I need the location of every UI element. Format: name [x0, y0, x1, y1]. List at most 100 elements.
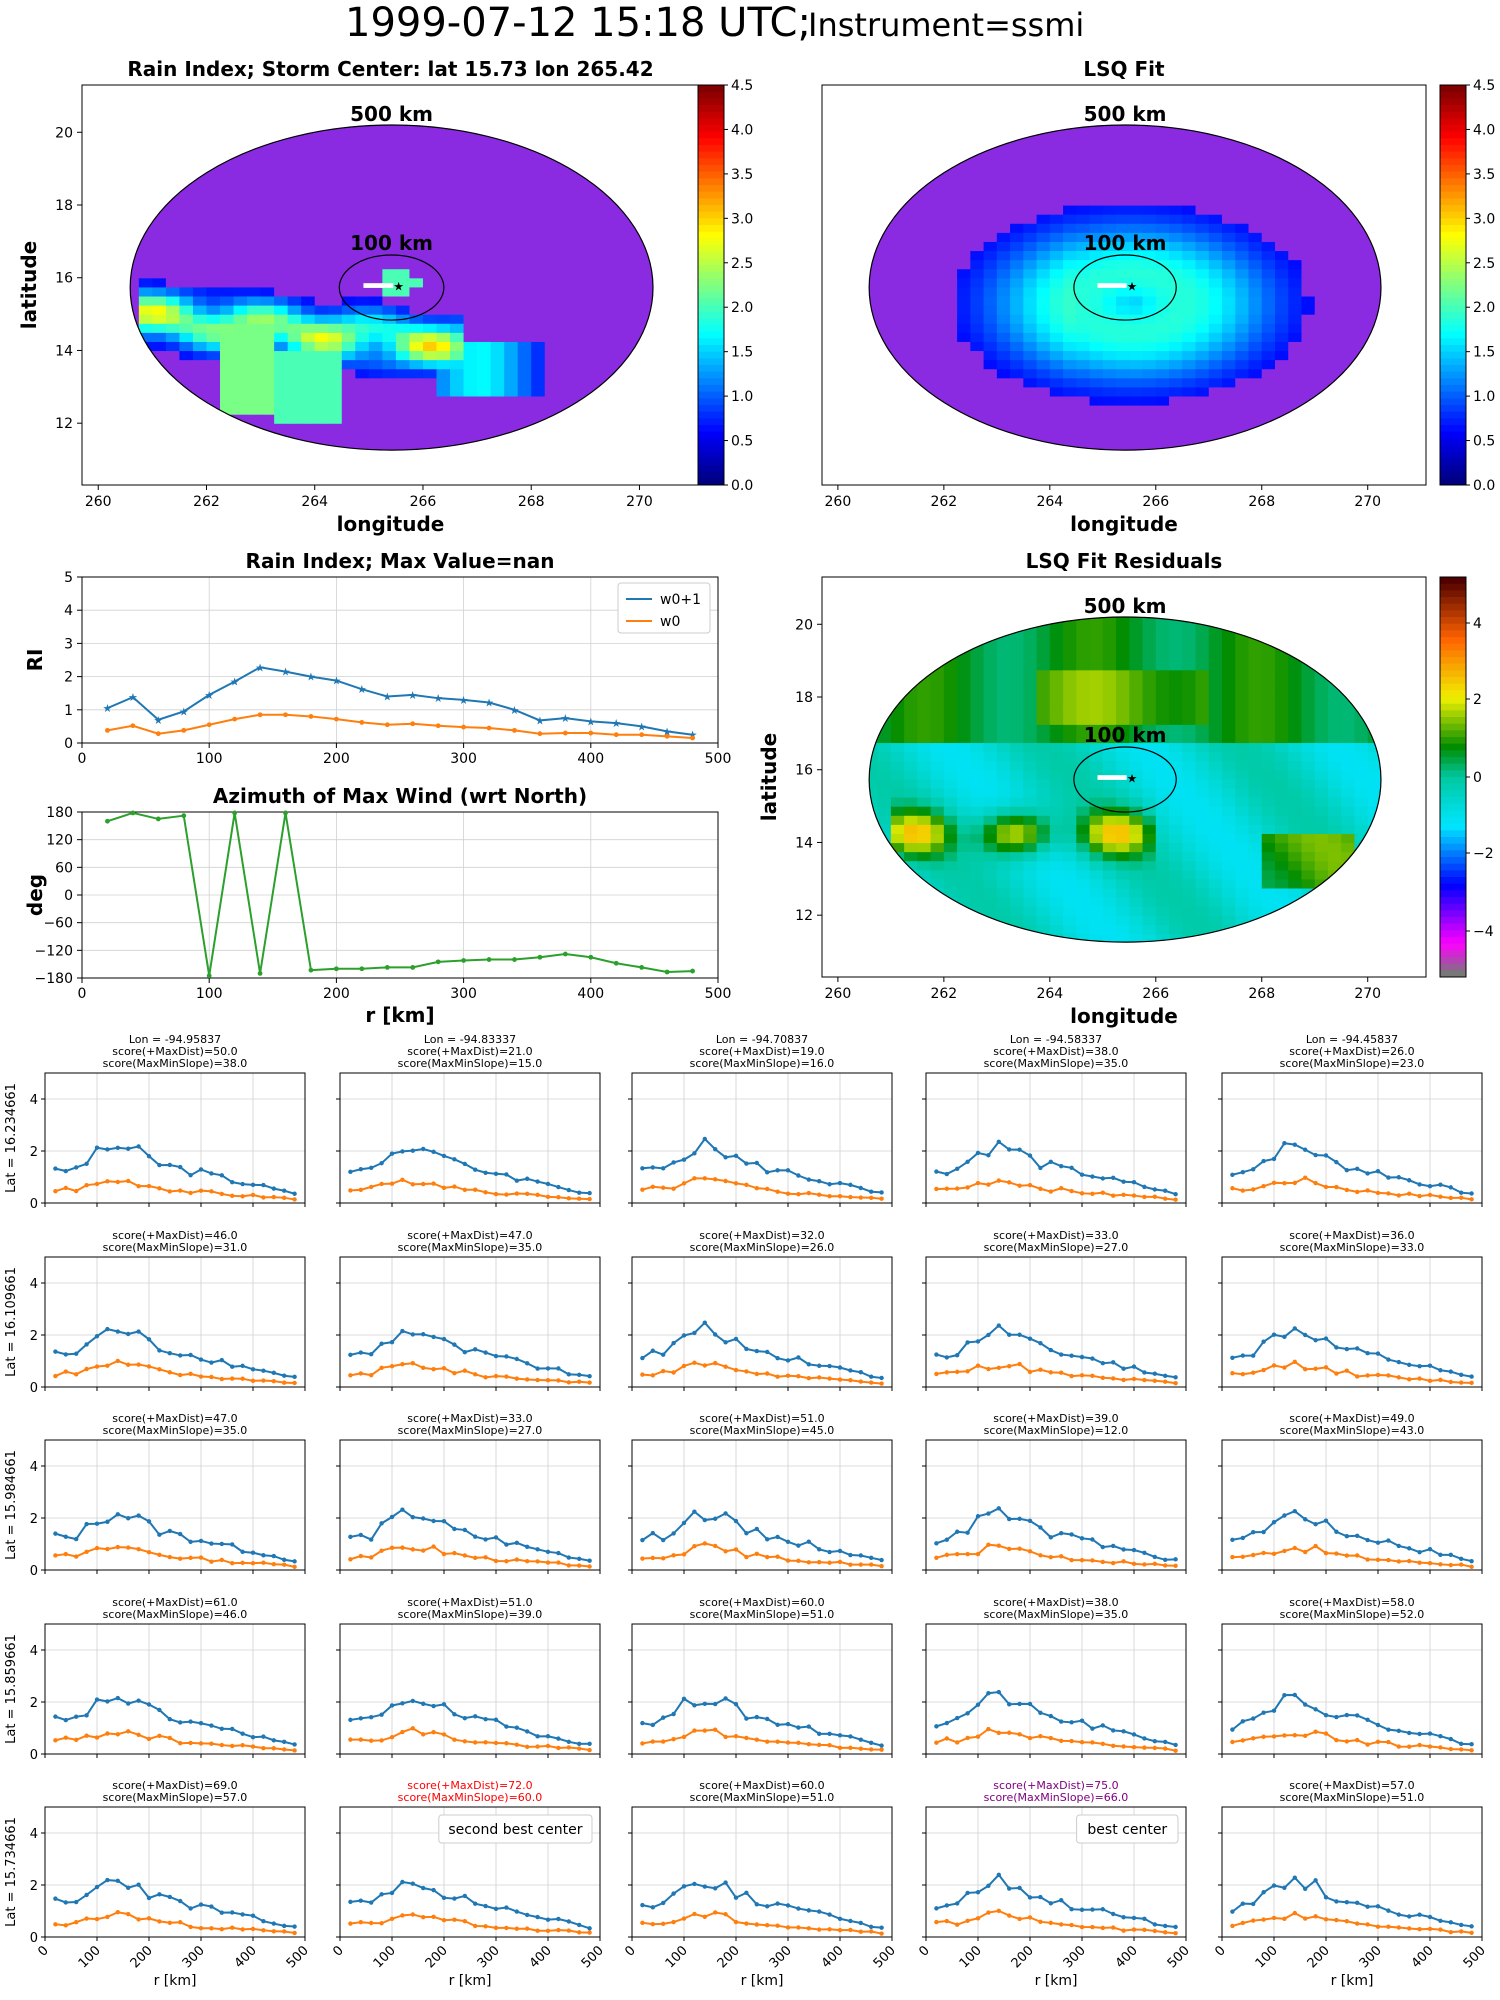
- map-cell: [179, 241, 194, 252]
- map-cell: [1314, 277, 1329, 288]
- map-cell: [612, 295, 627, 306]
- map-cell: [1315, 597, 1329, 607]
- map-cell: [1116, 205, 1130, 215]
- colorbar-segment: [1440, 837, 1466, 845]
- map-cell: [957, 450, 971, 460]
- map-cell: [1208, 787, 1223, 798]
- map-cell: [890, 405, 905, 415]
- colorbar-segment: [698, 211, 724, 219]
- map-cell: [1102, 751, 1117, 762]
- map-cell: [890, 423, 905, 433]
- map-cell: [1327, 268, 1342, 279]
- map-cell: [1381, 770, 1395, 780]
- map-cell: [1036, 897, 1051, 907]
- map-cell: [260, 441, 275, 451]
- map-cell: [1222, 642, 1236, 653]
- map-cell: [1235, 669, 1250, 680]
- map-cell: [1261, 341, 1276, 352]
- map-cell: [877, 787, 892, 798]
- map-cell: [1354, 450, 1368, 460]
- map-cell: [422, 141, 438, 152]
- map-cell: [1142, 395, 1157, 406]
- map-cell: [355, 350, 370, 361]
- map-cell: [1129, 669, 1144, 680]
- map-cell: [957, 295, 971, 306]
- map-cell: [206, 232, 221, 242]
- map-cell: [1314, 860, 1329, 871]
- map-cell: [869, 678, 879, 689]
- map-cell: [328, 132, 343, 142]
- map-cell: [917, 797, 932, 807]
- map-cell: [1222, 742, 1236, 753]
- map-cell: [1063, 295, 1077, 306]
- colorbar-segment: [1440, 171, 1466, 179]
- colorbar-segment: [698, 305, 724, 313]
- map-cell: [477, 159, 492, 170]
- map-cell: [558, 223, 573, 233]
- map-cell: [1288, 223, 1303, 233]
- map-cell: [463, 223, 478, 233]
- map-cell: [1275, 878, 1289, 889]
- map-cell: [1381, 178, 1395, 188]
- map-cell: [1275, 214, 1289, 224]
- map-cell: [1010, 678, 1024, 689]
- map-cell: [517, 223, 532, 233]
- map-cell: [1076, 423, 1091, 433]
- map-cell: [287, 341, 302, 352]
- map-cell: [917, 833, 932, 844]
- map-cell: [1010, 860, 1024, 871]
- map-cell: [1102, 769, 1117, 780]
- ring-label-100: 100 km: [1084, 231, 1167, 255]
- map-cell: [1288, 114, 1302, 124]
- map-cell: [1367, 259, 1381, 270]
- map-cell: [653, 105, 667, 115]
- map-cell: [1381, 915, 1395, 925]
- map-cell: [1116, 760, 1130, 771]
- map-cell: [436, 150, 451, 161]
- map-cell: [1049, 878, 1064, 889]
- map-cell: [869, 778, 879, 789]
- map-cell: [130, 150, 140, 161]
- map-cell: [877, 897, 892, 907]
- map-cell: [1222, 177, 1236, 188]
- map-cell: [983, 223, 998, 233]
- map-cell: [1314, 787, 1329, 798]
- map-cell: [1142, 797, 1157, 807]
- map-cell: [1089, 915, 1104, 925]
- map-cell: [1169, 159, 1183, 170]
- map-cell: [1023, 250, 1038, 261]
- map-cell: [395, 405, 411, 415]
- map-cell: [260, 124, 275, 133]
- map-cell: [395, 159, 411, 170]
- map-cell: [625, 323, 641, 333]
- map-cell: [341, 150, 356, 161]
- map-cell: [626, 114, 640, 124]
- map-cell: [1367, 660, 1381, 671]
- map-cell: [1129, 286, 1144, 297]
- map-cell: [409, 250, 424, 261]
- map-cell: [517, 186, 532, 197]
- map-cell: [1222, 414, 1236, 424]
- map-cell: [531, 341, 546, 352]
- colorbar-tick-label: 0.0: [731, 478, 753, 494]
- map-cell: [957, 733, 971, 744]
- map-cell: [996, 778, 1011, 789]
- map-cell: [1195, 633, 1210, 644]
- map-cell: [1235, 341, 1250, 352]
- map-cell: [996, 678, 1011, 689]
- map-cell: [1063, 869, 1077, 880]
- map-cell: [1023, 797, 1038, 807]
- map-cells: [869, 114, 1395, 460]
- map-cell: [1288, 386, 1303, 397]
- map-cell: [930, 205, 945, 215]
- map-cell: [1182, 241, 1197, 252]
- map-cell: [877, 724, 892, 734]
- map-cell: [1089, 778, 1104, 789]
- map-cell: [477, 141, 492, 152]
- map-cell: [970, 715, 985, 725]
- map-cell: [970, 787, 985, 798]
- map-cell: [1314, 359, 1329, 370]
- map-cell: [930, 141, 945, 152]
- map-cell: [1023, 915, 1038, 925]
- map-cell: [477, 395, 492, 406]
